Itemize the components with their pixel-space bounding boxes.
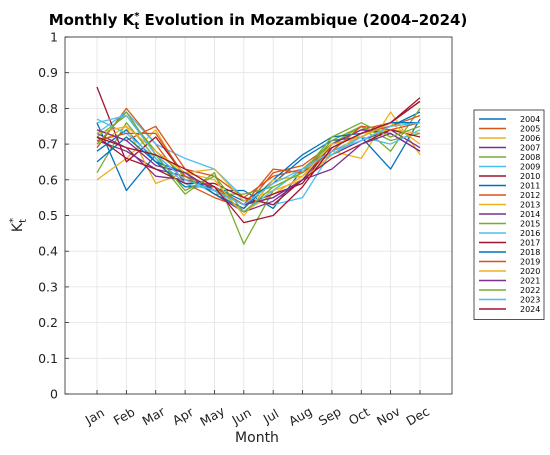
legend-label-2009: 2009 — [520, 163, 540, 172]
legend-label-2017: 2017 — [520, 239, 540, 248]
x-tick-label: Oct — [346, 404, 372, 428]
chart-title-suffix: Evolution in Mozambique (2004–2024) — [139, 11, 467, 29]
legend-label-2020: 2020 — [520, 267, 540, 276]
y-axis-title-main: K — [10, 222, 26, 232]
legend-label-2014: 2014 — [520, 210, 540, 219]
legend-label-2011: 2011 — [520, 182, 540, 191]
legend-label-2018: 2018 — [520, 248, 540, 257]
series-line-2015 — [96, 114, 421, 195]
x-tick-label: Dec — [404, 404, 433, 429]
y-tick-label: 0.3 — [38, 279, 58, 294]
chart-title: Monthly K* t Evolution in Mozambique (200… — [49, 11, 468, 32]
legend-label-2012: 2012 — [520, 191, 540, 200]
y-axis-title-sup: * — [8, 218, 19, 223]
legend-label-2016: 2016 — [520, 229, 540, 238]
x-tick-label: Jun — [228, 405, 253, 428]
x-tick-label: Sep — [316, 404, 344, 429]
legend: 2004200520062007200820092010201120122013… — [473, 109, 545, 320]
chart-title-sub: t — [134, 21, 139, 32]
legend-label-2022: 2022 — [520, 286, 540, 295]
series-line-2006 — [96, 111, 421, 213]
y-axis: 0 0.1 0.2 0.3 0.4 0.5 0.6 0.7 0.8 0.9 1 — [38, 30, 69, 402]
legend-label-2005: 2005 — [520, 125, 540, 134]
series-line-2021 — [96, 129, 421, 206]
legend-box — [473, 109, 545, 320]
legend-label-2015: 2015 — [520, 220, 540, 229]
legend-label-2021: 2021 — [520, 277, 540, 286]
x-tick-label: May — [197, 403, 227, 429]
series-line-2019 — [96, 122, 421, 206]
legend-label-2024: 2024 — [520, 305, 540, 314]
x-tick-label: Apr — [170, 404, 197, 428]
x-tick-label: Mar — [140, 403, 169, 428]
y-tick-label: 0 — [50, 387, 58, 402]
y-axis-title-sub: t — [18, 219, 29, 223]
plot-area — [64, 36, 453, 395]
x-axis-title: Month — [235, 430, 279, 446]
y-tick-label: 0.6 — [38, 172, 58, 187]
legend-label-2013: 2013 — [520, 201, 540, 210]
series-line-2023 — [96, 114, 421, 206]
chart-title-prefix: Monthly K — [49, 11, 136, 29]
y-axis-title: K*t — [8, 218, 29, 232]
y-tick-label: 0.1 — [38, 351, 58, 366]
legend-label-2023: 2023 — [520, 296, 540, 305]
series-lines — [96, 86, 421, 245]
series-line-2024 — [96, 97, 421, 224]
x-tick-label: Jan — [82, 405, 107, 428]
legend-label-2004: 2004 — [520, 115, 540, 124]
chart-title-sup: * — [134, 11, 140, 22]
legend-label-2006: 2006 — [520, 134, 540, 143]
legend-label-2019: 2019 — [520, 258, 540, 267]
y-tick-label: 0.9 — [38, 65, 58, 80]
x-axis: Jan Feb Mar Apr May Jun Jul Aug Sep Oct Nov Dec — [82, 390, 432, 429]
y-tick-label: 0.8 — [38, 101, 58, 116]
legend-label-2010: 2010 — [520, 172, 540, 181]
x-tick-label: Feb — [111, 404, 138, 428]
y-tick-label: 1 — [50, 30, 58, 45]
series-line-2013 — [96, 125, 421, 202]
y-tick-label: 0.2 — [38, 315, 58, 330]
x-tick-label: Jul — [260, 406, 281, 427]
legend-label-2007: 2007 — [520, 144, 540, 153]
y-tick-label: 0.5 — [38, 208, 58, 223]
legend-label-2008: 2008 — [520, 153, 540, 162]
y-tick-label: 0.4 — [38, 244, 58, 259]
y-tick-label: 0.7 — [38, 137, 58, 152]
x-tick-label: Nov — [374, 403, 403, 428]
x-tick-label: Aug — [286, 404, 315, 429]
